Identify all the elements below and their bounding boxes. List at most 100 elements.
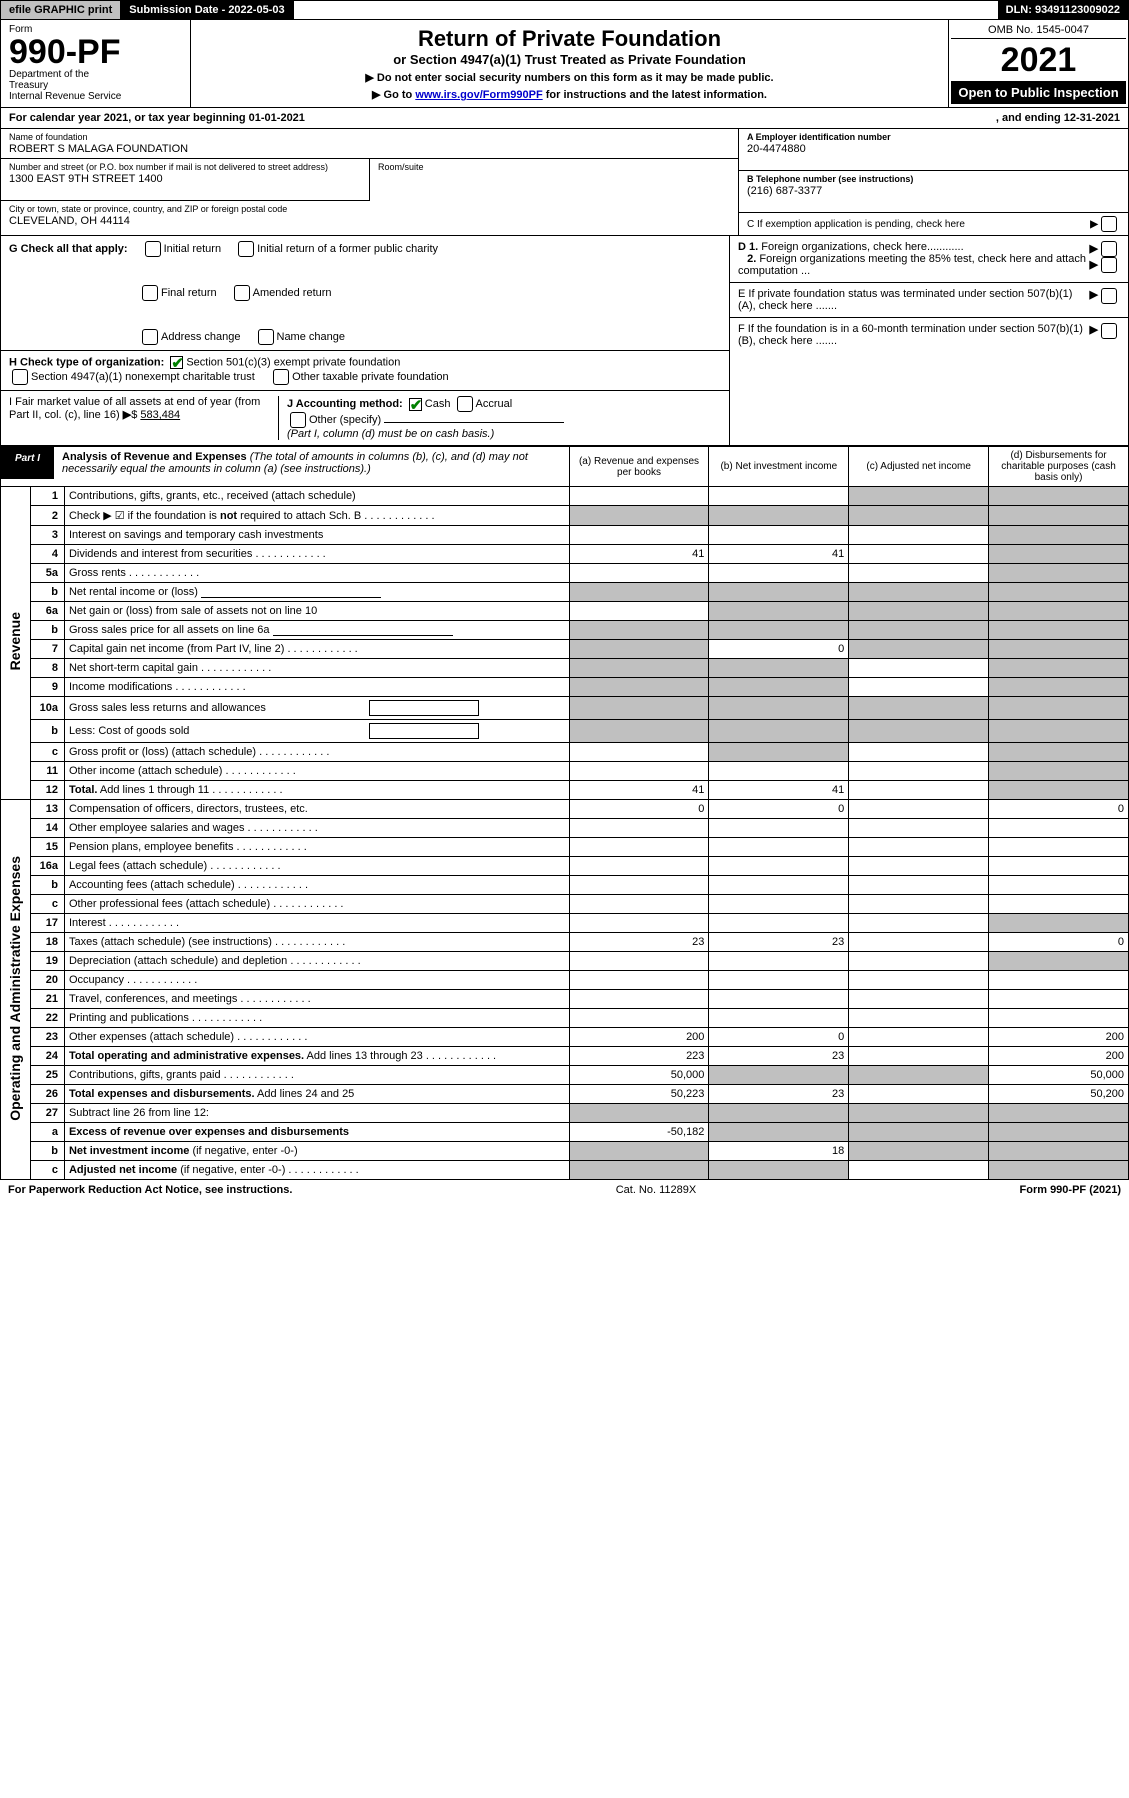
row-description: Dividends and interest from securities — [64, 545, 569, 564]
h-501c3-checkbox[interactable] — [170, 356, 183, 369]
phone-label: B Telephone number (see instructions) — [747, 174, 913, 184]
h-row: H Check type of organization: Section 50… — [1, 351, 729, 391]
d1-checkbox[interactable] — [1101, 241, 1117, 257]
table-row: 24Total operating and administrative exp… — [1, 1047, 1129, 1066]
part1-header-row: Part I Analysis of Revenue and Expenses … — [1, 447, 1129, 487]
table-row: bNet rental income or (loss) — [1, 583, 1129, 602]
h-4947-checkbox[interactable] — [12, 369, 28, 385]
arrow-icon: ▶ — [123, 409, 131, 421]
revenue-section-label: Revenue — [5, 592, 25, 690]
name-label: Name of foundation — [9, 132, 730, 142]
row-number: b — [30, 1142, 64, 1161]
form-note-1: ▶ Do not enter social security numbers o… — [197, 71, 942, 84]
j-accrual-checkbox[interactable] — [457, 396, 473, 412]
table-row: bNet investment income (if negative, ent… — [1, 1142, 1129, 1161]
row-number: 19 — [30, 952, 64, 971]
table-row: 18Taxes (attach schedule) (see instructi… — [1, 933, 1129, 952]
row-description: Subtract line 26 from line 12: — [64, 1104, 569, 1123]
row-number: 27 — [30, 1104, 64, 1123]
city-value: CLEVELAND, OH 44114 — [9, 215, 730, 227]
i-value: 583,484 — [140, 409, 180, 421]
note2-pre: ▶ Go to — [372, 89, 415, 101]
row-description: Taxes (attach schedule) (see instruction… — [64, 933, 569, 952]
j-cash-label: Cash — [425, 398, 451, 410]
table-row: 5aGross rents — [1, 564, 1129, 583]
table-row: bAccounting fees (attach schedule) — [1, 876, 1129, 895]
row-number: 12 — [30, 781, 64, 800]
row-description: Accounting fees (attach schedule) — [64, 876, 569, 895]
row-number: 4 — [30, 545, 64, 564]
g-amended-checkbox[interactable] — [234, 285, 250, 301]
table-row: 3Interest on savings and temporary cash … — [1, 526, 1129, 545]
row-number: 25 — [30, 1066, 64, 1085]
row-description: Interest on savings and temporary cash i… — [64, 526, 569, 545]
h-other-tax-checkbox[interactable] — [273, 369, 289, 385]
row-description: Excess of revenue over expenses and disb… — [64, 1123, 569, 1142]
address-cell: Number and street (or P.O. box number if… — [1, 159, 369, 201]
row-number: 24 — [30, 1047, 64, 1066]
expenses-section-label: Operating and Administrative Expenses — [5, 836, 25, 1141]
d2-checkbox[interactable] — [1101, 257, 1117, 273]
g-initial-label: Initial return — [164, 243, 221, 255]
row-number: b — [30, 720, 64, 743]
table-row: 19Depreciation (attach schedule) and dep… — [1, 952, 1129, 971]
table-row: 23Other expenses (attach schedule)200020… — [1, 1028, 1129, 1047]
form-header: Form 990-PF Department of the Treasury I… — [0, 20, 1129, 108]
j-accrual-label: Accrual — [476, 398, 513, 410]
e-checkbox[interactable] — [1101, 288, 1117, 304]
g-addr-checkbox[interactable] — [142, 329, 158, 345]
row-number: b — [30, 876, 64, 895]
row-description: Capital gain net income (from Part IV, l… — [64, 640, 569, 659]
row-number: 16a — [30, 857, 64, 876]
arrow-icon: ▶ — [1090, 323, 1098, 347]
topbar: efile GRAPHIC print Submission Date - 20… — [0, 0, 1129, 20]
irs-link[interactable]: www.irs.gov/Form990PF — [415, 89, 542, 101]
table-row: 10aGross sales less returns and allowanc… — [1, 697, 1129, 720]
part1-table: Part I Analysis of Revenue and Expenses … — [0, 446, 1129, 1180]
identity-block: Name of foundation ROBERT S MALAGA FOUND… — [0, 129, 1129, 236]
part1-desc: Analysis of Revenue and Expenses (The to… — [54, 447, 569, 479]
table-row: 6aNet gain or (loss) from sale of assets… — [1, 602, 1129, 621]
row-description: Gross profit or (loss) (attach schedule) — [64, 743, 569, 762]
g-initial-former-checkbox[interactable] — [238, 241, 254, 257]
g-name-checkbox[interactable] — [258, 329, 274, 345]
table-row: 15Pension plans, employee benefits — [1, 838, 1129, 857]
g-final-checkbox[interactable] — [142, 285, 158, 301]
header-right: OMB No. 1545-0047 2021 Open to Public In… — [948, 20, 1128, 107]
table-row: 27Subtract line 26 from line 12: — [1, 1104, 1129, 1123]
j-cash-checkbox[interactable] — [409, 398, 422, 411]
row-description: Gross sales price for all assets on line… — [64, 621, 569, 640]
row-number: 22 — [30, 1009, 64, 1028]
c-pending-checkbox[interactable] — [1101, 216, 1117, 232]
table-row: cOther professional fees (attach schedul… — [1, 895, 1129, 914]
g-name-label: Name change — [277, 331, 346, 343]
row-description: Other income (attach schedule) — [64, 762, 569, 781]
g-initial-checkbox[interactable] — [145, 241, 161, 257]
address-label: Number and street (or P.O. box number if… — [9, 162, 361, 172]
j-other-checkbox[interactable] — [290, 412, 306, 428]
row-description: Less: Cost of goods sold — [64, 720, 569, 743]
dept-3: Internal Revenue Service — [9, 91, 182, 102]
d1-label: Foreign organizations, check here.......… — [761, 241, 963, 253]
row-number: 18 — [30, 933, 64, 952]
topbar-spacer — [294, 1, 998, 19]
row-number: c — [30, 1161, 64, 1180]
row-description: Other expenses (attach schedule) — [64, 1028, 569, 1047]
row-description: Other professional fees (attach schedule… — [64, 895, 569, 914]
e-label: E If private foundation status was termi… — [738, 288, 1090, 312]
table-row: cGross profit or (loss) (attach schedule… — [1, 743, 1129, 762]
g-final-label: Final return — [161, 287, 217, 299]
row-description: Total operating and administrative expen… — [64, 1047, 569, 1066]
row-description: Other employee salaries and wages — [64, 819, 569, 838]
row-description: Gross rents — [64, 564, 569, 583]
row-number: 13 — [30, 800, 64, 819]
row-number: 10a — [30, 697, 64, 720]
f-checkbox[interactable] — [1101, 323, 1117, 339]
tax-year: 2021 — [951, 39, 1126, 81]
footer-right: Form 990-PF (2021) — [1020, 1184, 1122, 1196]
row-description: Net short-term capital gain — [64, 659, 569, 678]
row-description: Travel, conferences, and meetings — [64, 990, 569, 1009]
city-label: City or town, state or province, country… — [9, 204, 730, 214]
arrow-icon: ▶ — [1090, 259, 1098, 271]
row-description: Total expenses and disbursements. Add li… — [64, 1085, 569, 1104]
